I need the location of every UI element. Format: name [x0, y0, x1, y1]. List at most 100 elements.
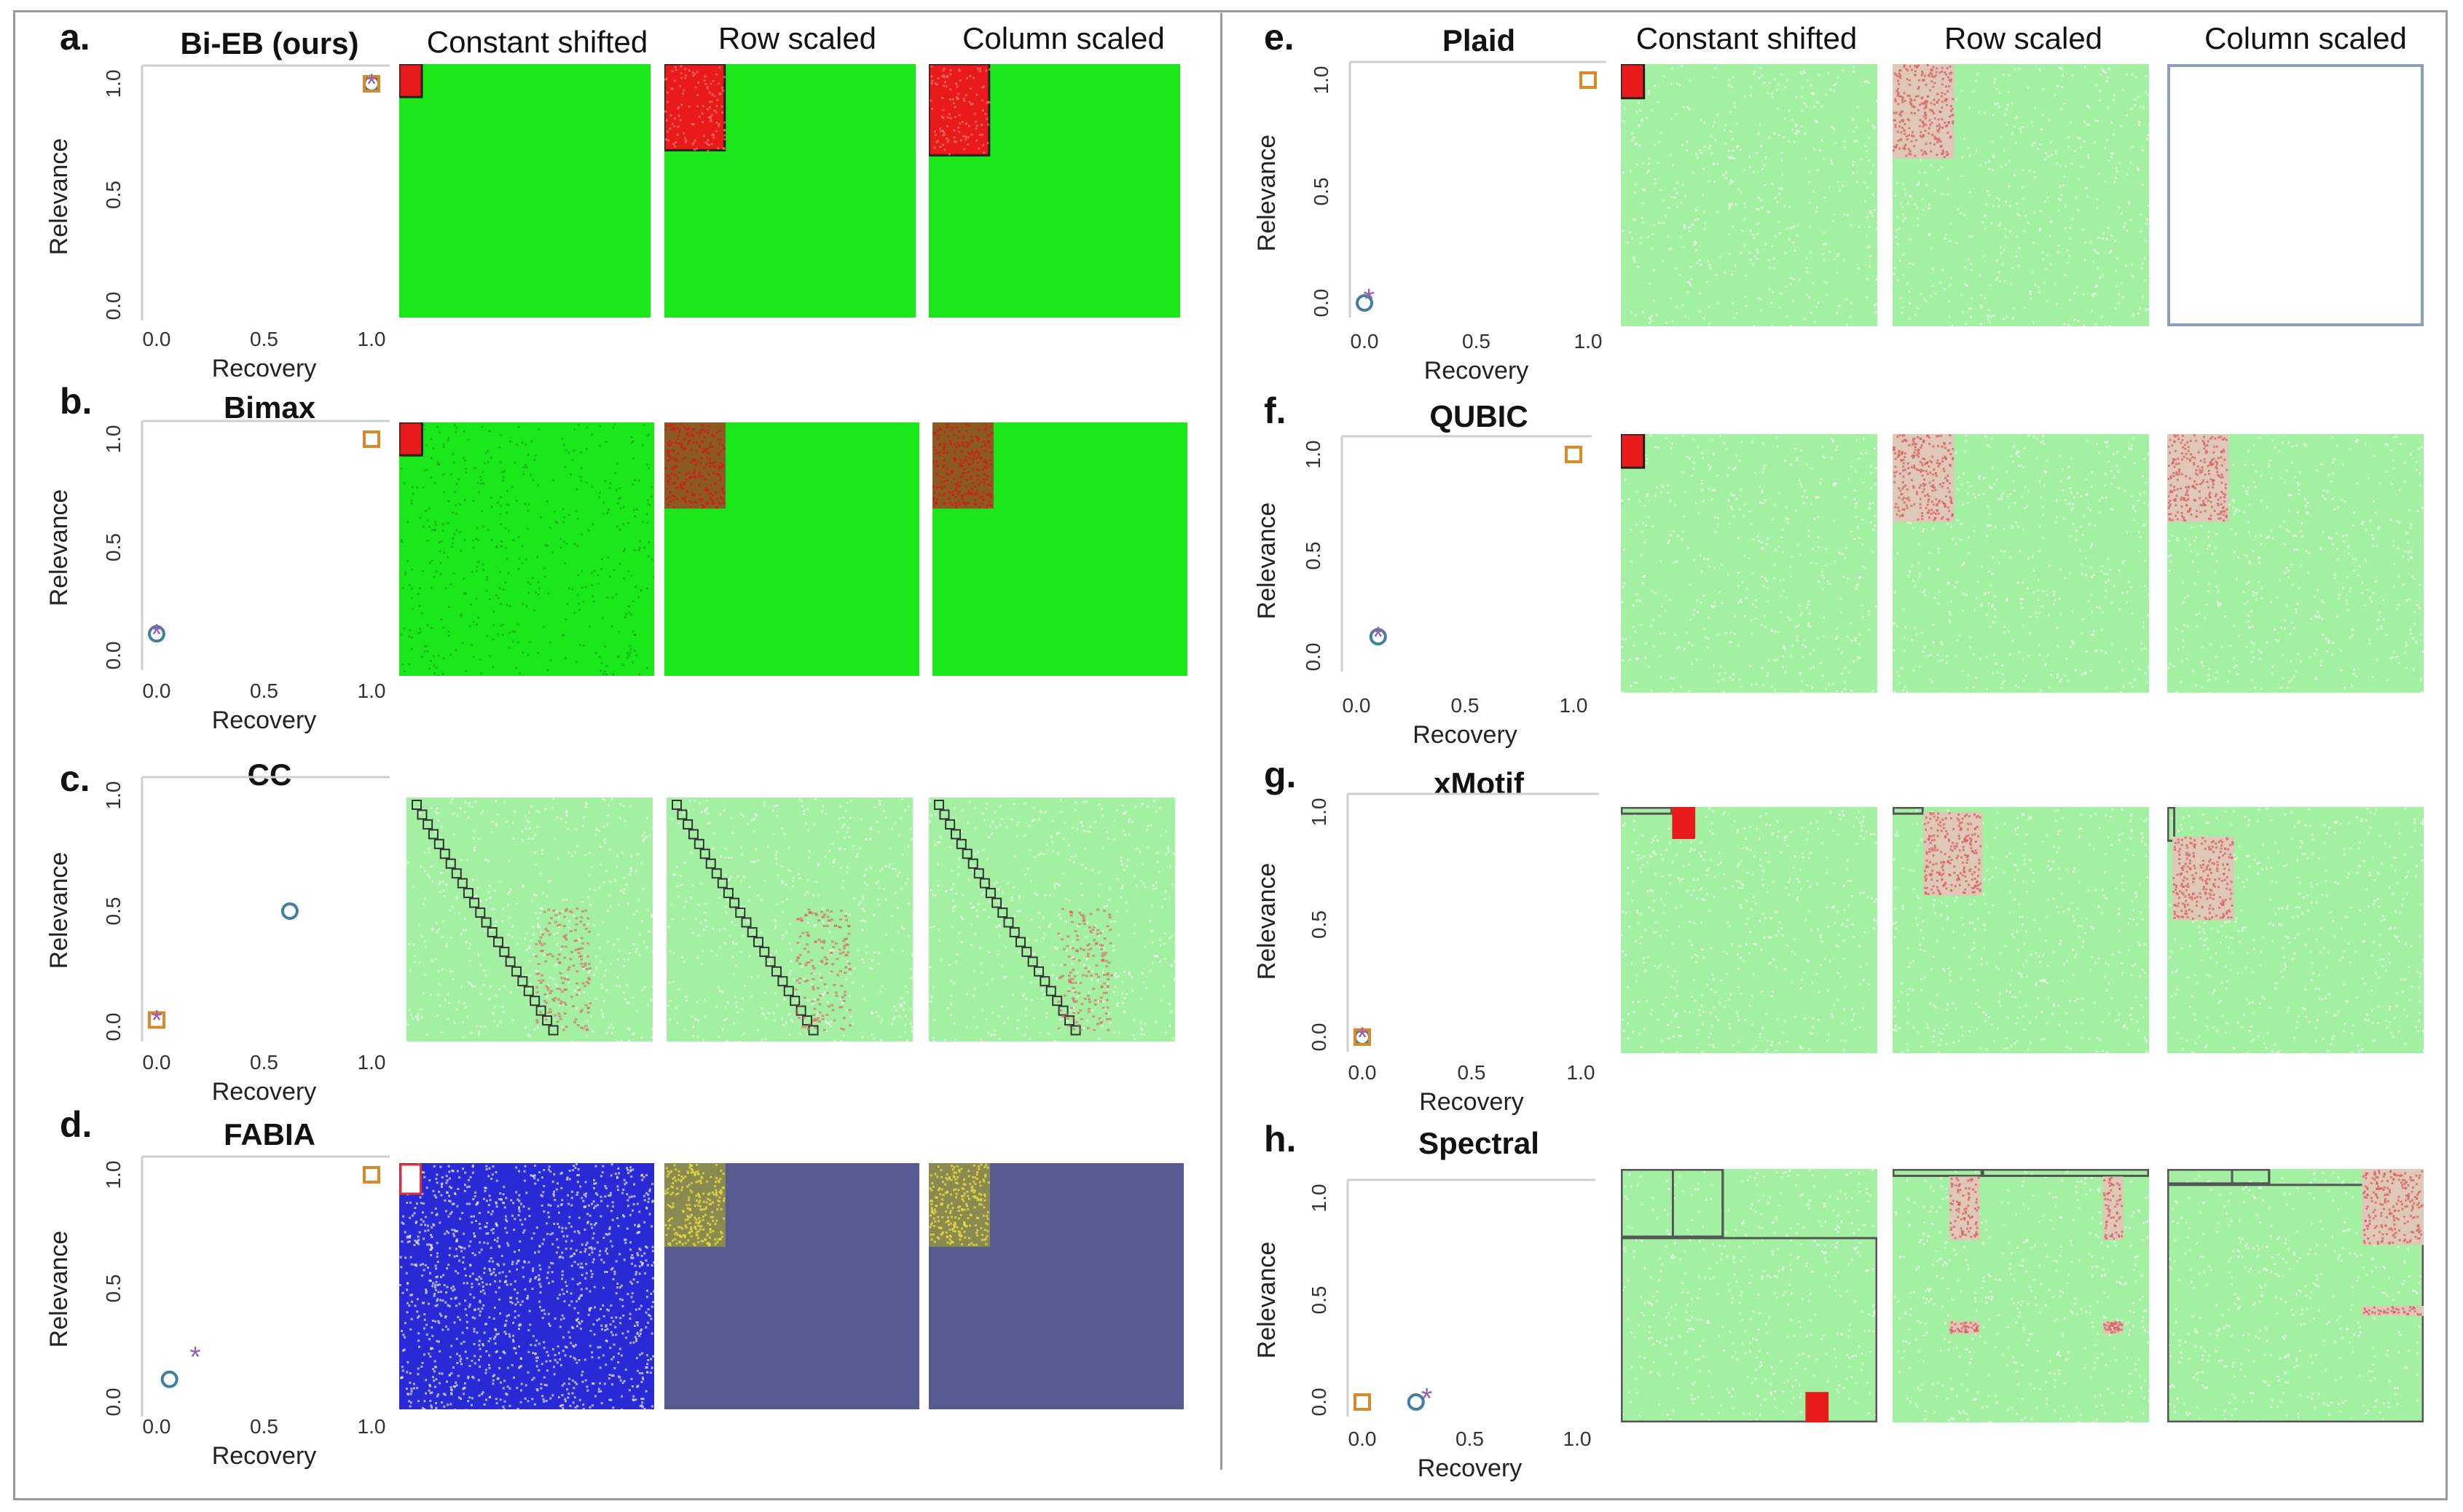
- column-divider: [1220, 13, 1222, 1470]
- heatmap-column-scaled: [2167, 1169, 2424, 1422]
- x-tick-label: 0.0: [143, 680, 171, 702]
- y-axis-label: Relevance: [1253, 135, 1281, 252]
- x-tick-label: 0.5: [1456, 1428, 1484, 1450]
- square-marker: [363, 430, 380, 448]
- x-tick-label: 0.5: [250, 680, 278, 702]
- noise-speckles: [399, 1163, 654, 1409]
- y-tick-label: 0.0: [102, 1013, 125, 1042]
- column-header-constant-shifted-right: Constant shifted: [1635, 21, 1858, 55]
- bicluster-block: [1621, 64, 1646, 100]
- y-tick-label: 0.0: [1310, 289, 1332, 318]
- y-tick-label: 0.0: [102, 292, 125, 320]
- noise-speckles: [929, 798, 1175, 1042]
- heatmap-constant-shifted: [399, 64, 651, 318]
- heatmap-constant-shifted: [399, 1163, 654, 1409]
- x-axis-label: Recovery: [1424, 357, 1529, 385]
- y-tick-label: 1.0: [1308, 1184, 1330, 1213]
- y-tick-label: 0.5: [102, 181, 125, 209]
- bicluster-block: [1671, 1169, 1724, 1238]
- x-axis-label: Recovery: [1419, 1088, 1524, 1116]
- x-tick-label: 1.0: [358, 1415, 386, 1438]
- method-title-bi-eb: Bi-EB (ours): [180, 26, 359, 60]
- heatmap-column-scaled: [929, 798, 1175, 1042]
- heatmap-constant-shifted: [1621, 64, 1877, 326]
- heatmap-background: [1621, 64, 1877, 326]
- heatmap-background: [399, 422, 654, 676]
- y-axis-label: Relevance: [45, 1231, 73, 1348]
- x-tick-label: 0.0: [143, 328, 171, 350]
- noise-speckles: [406, 798, 653, 1042]
- x-tick-label: 0.5: [250, 1415, 278, 1438]
- bicluster-block: [1893, 807, 1924, 815]
- star-marker: *: [151, 618, 162, 650]
- x-tick-label: 0.0: [1348, 1428, 1377, 1450]
- noise-speckles: [1893, 808, 2149, 1053]
- heatmap-constant-shifted: [399, 422, 654, 676]
- star-marker: *: [1421, 1382, 1433, 1414]
- heatmap-row-scaled: [664, 64, 916, 318]
- x-axis-label: Recovery: [212, 1078, 317, 1106]
- column-header-column-scaled-right: Column scaled: [2204, 21, 2407, 55]
- noise-speckles: [1621, 1169, 1877, 1422]
- x-tick-label: 1.0: [1574, 330, 1603, 353]
- noise-speckles: [1622, 65, 1877, 326]
- heatmap-row-scaled: [664, 1163, 919, 1409]
- bicluster-block: [2167, 1184, 2424, 1422]
- x-axis-label: Recovery: [1413, 721, 1517, 749]
- y-tick-label: 0.0: [102, 1388, 125, 1417]
- x-tick-label: 1.0: [358, 328, 386, 350]
- heatmap-row-scaled: [1893, 807, 2149, 1053]
- heatmap-column-scaled: [2167, 434, 2424, 693]
- bicluster-block: [399, 422, 423, 457]
- x-tick-label: 1.0: [358, 680, 386, 702]
- square-marker: [1565, 446, 1582, 463]
- x-axis-label: Recovery: [212, 1442, 317, 1470]
- x-axis-label: Recovery: [1418, 1454, 1523, 1482]
- bicluster-block: [1981, 1169, 2149, 1177]
- noise-speckles: [2168, 808, 2424, 1053]
- heatmap-row-scaled: [1893, 1169, 2149, 1422]
- heatmap-constant-shifted: [1621, 434, 1877, 693]
- y-axis-label: Relevance: [1253, 503, 1281, 620]
- y-tick-label: 0.0: [102, 642, 125, 670]
- heatmap-column-scaled: [2167, 807, 2424, 1053]
- x-tick-label: 0.0: [1348, 1061, 1377, 1084]
- star-marker: *: [366, 68, 377, 101]
- y-axis-label: Relevance: [1253, 863, 1281, 980]
- heatmap-constant-shifted: [406, 798, 653, 1042]
- square-marker: [363, 75, 380, 92]
- panel-label-g: g.: [1264, 755, 1297, 795]
- panel-label-f: f.: [1264, 390, 1287, 431]
- x-tick-label: 0.0: [143, 1415, 171, 1438]
- heatmap-row-scaled: [1893, 434, 2149, 693]
- heatmap-constant-shifted: [1621, 807, 1877, 1053]
- circle-marker: [1369, 628, 1387, 646]
- noise-speckles: [2167, 1169, 2424, 1422]
- heatmap-column-scaled: [2167, 64, 2424, 326]
- star-marker: *: [189, 1342, 201, 1374]
- x-tick-label: 0.5: [1462, 330, 1490, 353]
- circle-marker: [148, 625, 165, 643]
- heatmap-background: [1621, 434, 1877, 693]
- method-title-fabia: FABIA: [224, 1117, 315, 1151]
- y-axis-label: Relevance: [45, 489, 73, 607]
- panel-label-e: e.: [1264, 17, 1295, 58]
- staircase-biclusters: [412, 800, 592, 1036]
- x-tick-label: 0.5: [1458, 1061, 1486, 1084]
- bicluster-block: [1621, 434, 1646, 469]
- noise-speckles: [1893, 434, 2149, 693]
- heatmap-background: [399, 1163, 654, 1409]
- x-tick-label: 1.0: [1567, 1061, 1595, 1084]
- method-title-qubic: QUBIC: [1429, 399, 1528, 433]
- method-title-cc: CC: [247, 757, 292, 792]
- heatmap-background: [1621, 1169, 1877, 1422]
- square-marker: [1579, 71, 1597, 89]
- bicluster-block: [1893, 434, 1955, 522]
- square-marker: [148, 1011, 165, 1029]
